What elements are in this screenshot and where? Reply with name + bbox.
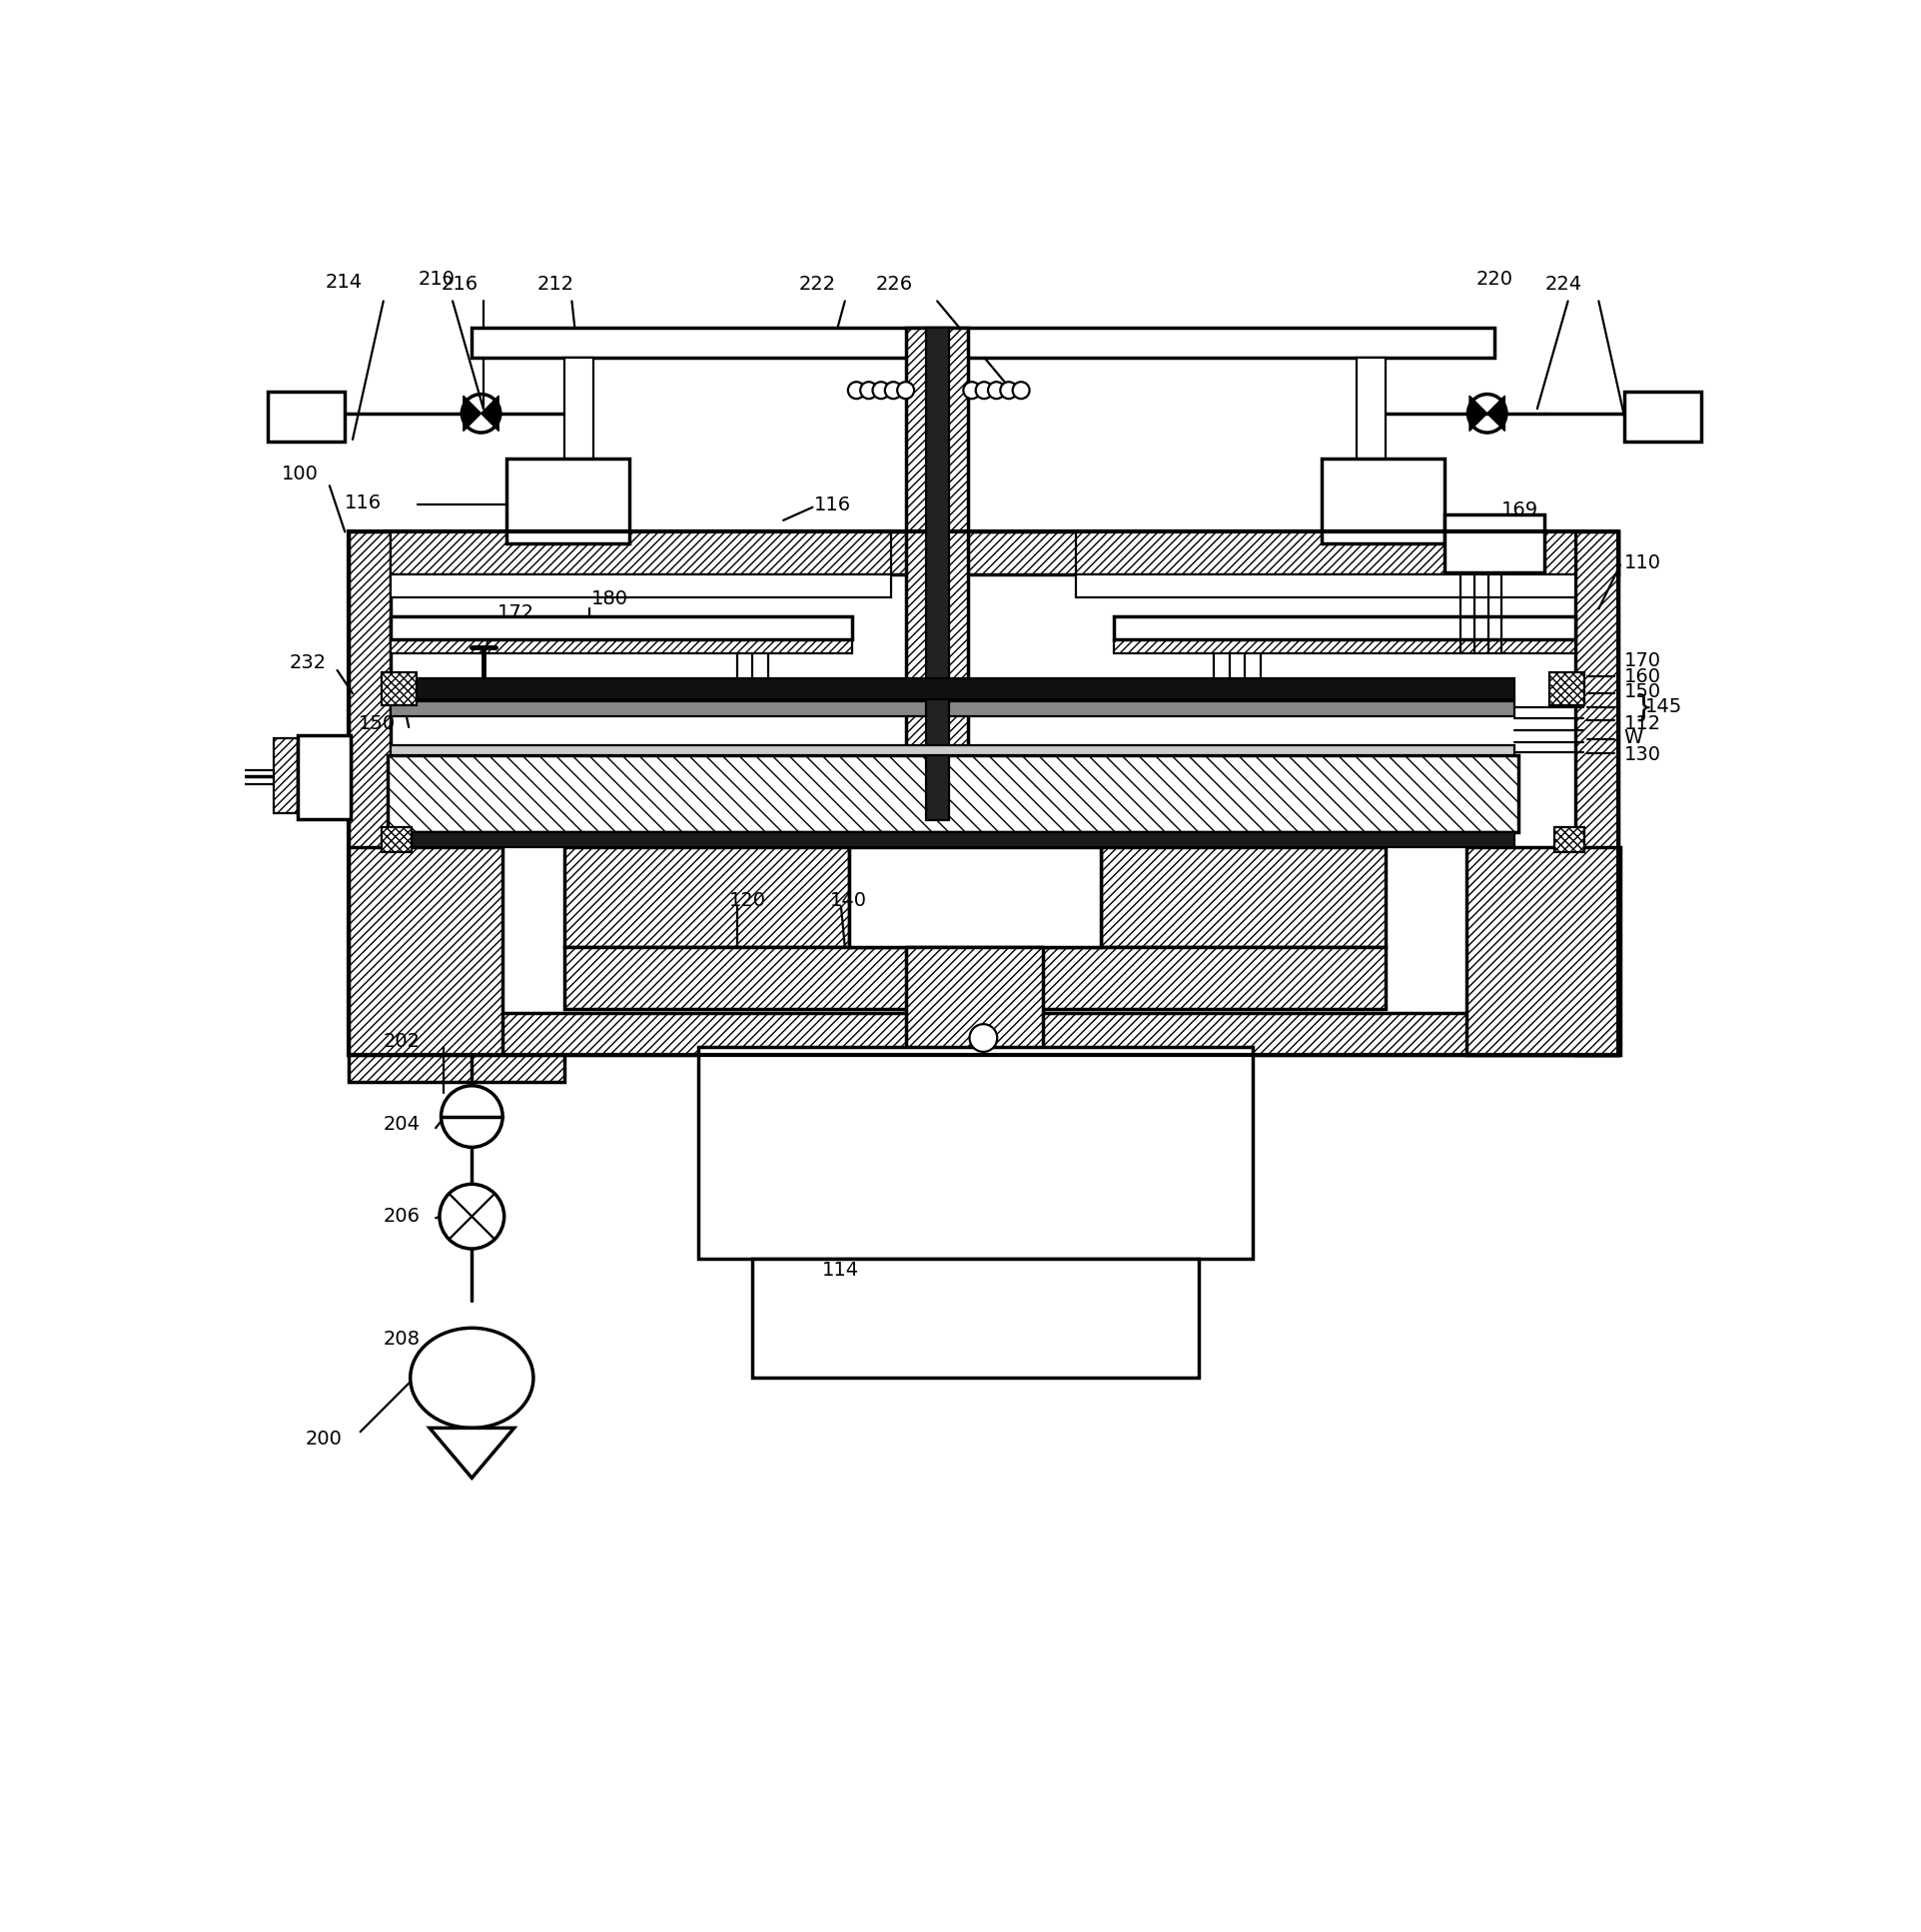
Circle shape <box>897 383 914 398</box>
Text: }: } <box>1633 694 1652 723</box>
Bar <box>392 701 1514 717</box>
Circle shape <box>442 1086 503 1148</box>
Bar <box>350 531 1617 574</box>
Bar <box>275 738 305 813</box>
Bar <box>507 458 630 543</box>
Bar <box>565 947 1385 1009</box>
Polygon shape <box>463 396 480 431</box>
Circle shape <box>976 383 993 398</box>
Bar <box>392 616 853 639</box>
Bar <box>699 1047 1252 1260</box>
Bar <box>1322 458 1445 543</box>
Text: 140: 140 <box>830 891 866 910</box>
Bar <box>382 672 417 705</box>
Text: 206: 206 <box>384 1208 421 1227</box>
Bar <box>350 531 392 1055</box>
Bar <box>565 357 594 529</box>
Text: 112: 112 <box>1623 715 1662 734</box>
Text: 150: 150 <box>1623 682 1662 701</box>
Text: 172: 172 <box>498 603 534 622</box>
Bar <box>1550 672 1585 705</box>
Bar <box>565 848 849 947</box>
Bar <box>382 827 411 852</box>
Bar <box>350 1012 1617 1055</box>
Bar <box>907 947 1043 1070</box>
Text: 212: 212 <box>538 274 574 294</box>
Polygon shape <box>430 1428 515 1478</box>
Bar <box>1623 392 1700 442</box>
Bar <box>473 328 1495 357</box>
Bar <box>392 574 891 597</box>
Circle shape <box>847 383 864 398</box>
Bar <box>1445 516 1544 572</box>
Text: 150: 150 <box>359 715 396 734</box>
Bar <box>392 531 891 574</box>
Bar <box>1076 574 1575 597</box>
Text: 204: 204 <box>384 1115 421 1134</box>
Bar <box>1554 827 1585 852</box>
Text: 210: 210 <box>419 270 455 290</box>
Bar <box>392 746 1514 755</box>
Bar <box>1356 357 1385 529</box>
Text: W: W <box>1623 728 1642 748</box>
Bar <box>298 742 352 811</box>
Circle shape <box>872 383 889 398</box>
Text: 222: 222 <box>799 274 836 294</box>
Polygon shape <box>1470 396 1487 431</box>
Text: 116: 116 <box>346 493 382 512</box>
Circle shape <box>1012 383 1030 398</box>
Bar <box>269 392 346 442</box>
Text: 220: 220 <box>1475 270 1512 290</box>
Bar <box>388 755 1518 833</box>
Bar <box>1101 848 1385 947</box>
Text: 114: 114 <box>822 1262 859 1279</box>
Circle shape <box>1001 383 1018 398</box>
Bar <box>298 734 352 819</box>
Bar <box>1575 531 1617 1055</box>
Polygon shape <box>480 396 499 431</box>
Text: 130: 130 <box>1623 746 1662 765</box>
Bar <box>392 639 853 653</box>
Text: 202: 202 <box>384 1032 421 1051</box>
Bar <box>753 1260 1199 1378</box>
Polygon shape <box>1487 396 1504 431</box>
Bar <box>350 848 503 1055</box>
Text: 145: 145 <box>1644 697 1683 717</box>
Bar <box>1114 616 1575 639</box>
Text: 216: 216 <box>442 274 478 294</box>
Bar <box>1076 531 1575 574</box>
Text: 208: 208 <box>384 1329 421 1349</box>
Text: 180: 180 <box>592 589 628 609</box>
Circle shape <box>987 383 1005 398</box>
Text: 100: 100 <box>282 466 319 483</box>
Text: 169: 169 <box>1500 500 1539 520</box>
Text: 232: 232 <box>290 653 327 672</box>
Bar <box>350 531 1617 1055</box>
Bar <box>849 848 1101 947</box>
Bar <box>907 328 968 782</box>
Text: 214: 214 <box>327 272 363 292</box>
Text: 160: 160 <box>1623 667 1662 686</box>
Bar <box>1114 639 1575 653</box>
Bar <box>350 1055 565 1082</box>
Text: 116: 116 <box>815 495 851 514</box>
Text: 200: 200 <box>305 1430 342 1449</box>
Circle shape <box>886 383 901 398</box>
Bar <box>1466 848 1619 1055</box>
Circle shape <box>970 1024 997 1051</box>
Text: 110: 110 <box>1623 553 1662 572</box>
Text: 224: 224 <box>1544 274 1583 294</box>
Text: 120: 120 <box>730 891 766 910</box>
Ellipse shape <box>411 1327 534 1428</box>
Circle shape <box>440 1184 503 1248</box>
Bar <box>926 328 949 821</box>
Circle shape <box>962 383 980 398</box>
Circle shape <box>861 383 878 398</box>
Text: 226: 226 <box>876 274 912 294</box>
Text: 170: 170 <box>1623 651 1662 670</box>
Bar <box>392 678 1514 699</box>
Bar <box>392 833 1514 848</box>
